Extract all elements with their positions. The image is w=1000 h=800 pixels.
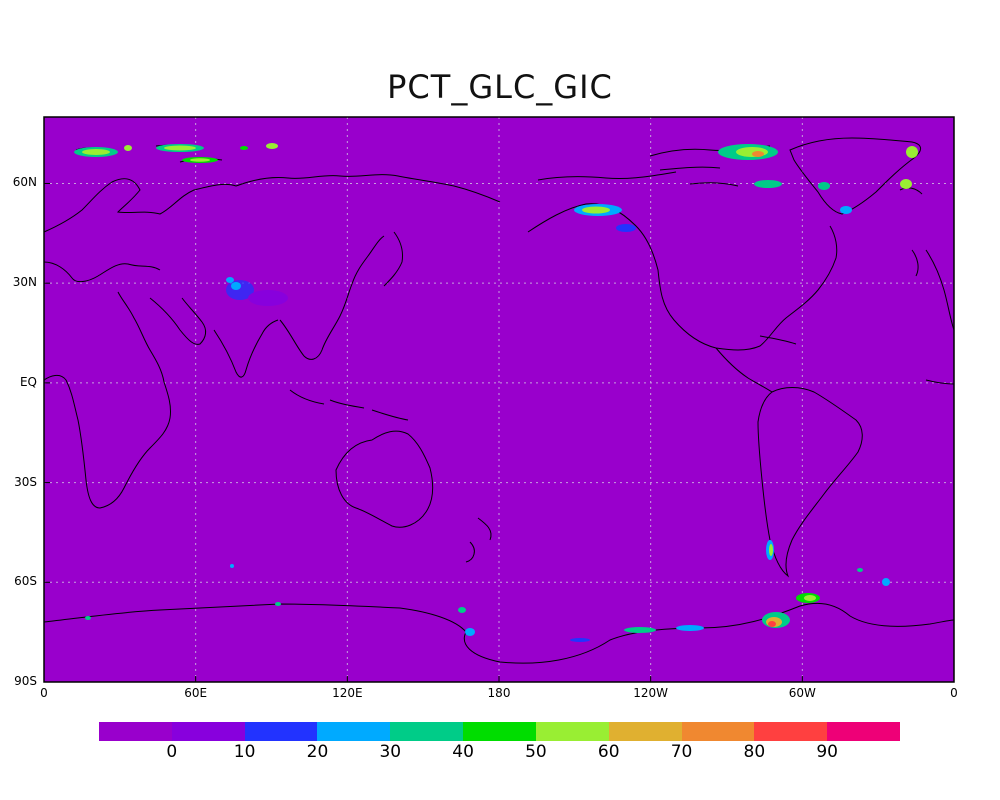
colorbar-swatch [390,722,464,741]
colorbar [99,722,900,741]
coast-india [213,319,279,378]
y-tick-label: EQ [19,374,37,389]
coast-antarctica [43,602,955,664]
lat-lon-grid [44,117,954,682]
colorbar-swatch [681,722,755,741]
coast-iceland [899,187,923,277]
colorbar-swatch [99,722,172,741]
x-tick-label: 180 [487,686,511,700]
x-tick-label: 60W [788,686,816,700]
colorbar-swatch [535,722,609,741]
colorbar-label: 60 [597,742,620,762]
coast-japan [383,231,403,287]
colorbar-label: 30 [379,742,402,762]
ice-coverage [74,143,918,642]
coast-africa [43,291,171,509]
colorbar-label: 40 [452,742,474,762]
colorbar-swatch [171,722,245,741]
coast-western-europe [925,249,955,385]
coastlines [43,137,955,664]
x-tick-label: 120E [332,686,363,700]
colorbar-swatch [317,722,391,741]
colorbar-swatch [608,722,682,741]
colorbar-swatch [754,722,828,741]
coast-europe [43,178,237,283]
y-tick-label: 30S [14,474,37,489]
coast-greenland [789,137,921,215]
coast-new-zealand [465,517,492,563]
coast-indonesia [289,389,409,421]
colorbar-label: 70 [670,742,693,762]
coast-south-america [757,387,863,578]
coast-east-asia [279,235,385,360]
colorbar-label: 10 [233,742,256,762]
y-tick-label: 60S [14,574,37,589]
ice-greenland [906,146,918,158]
x-tick-label: 60E [184,686,208,700]
colorbar-label: 0 [166,742,178,762]
colorbar-swatch [827,722,900,741]
colorbar-label: 50 [525,742,547,762]
colorbar-swatch [244,722,318,741]
map-title: PCT_GLC_GIC [387,68,613,106]
colorbar-label: 90 [816,742,838,762]
x-tick-label: 0 [40,686,48,700]
coast-central-america [715,335,797,393]
y-tick-label: 30N [12,275,37,290]
colorbar-label: 20 [306,742,329,762]
x-tick-label: 120W [633,686,669,700]
axis-ticks [43,182,955,683]
coast-australia [335,430,434,528]
colorbar-swatch [463,722,536,741]
y-tick-label: 60N [12,175,37,190]
coast-arabia [149,297,207,345]
colorbar-label: 80 [743,742,766,762]
x-tick-label: 0 [950,686,958,700]
y-tick-label: 90S [14,674,37,688]
coast-siberia [235,174,501,203]
